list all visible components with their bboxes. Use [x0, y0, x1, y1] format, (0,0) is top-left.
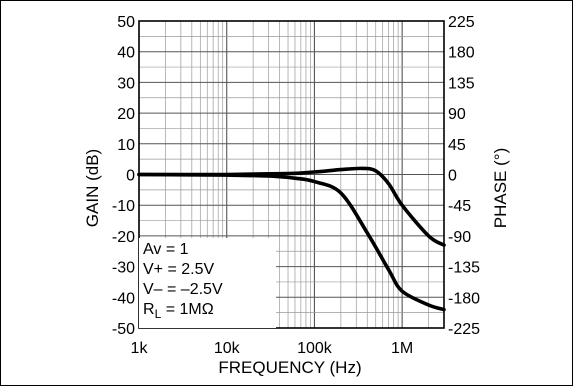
annotation-load: RL = 1MΩ	[143, 301, 214, 321]
y2-tick-label: 0	[448, 168, 457, 185]
x-tick-label: 1k	[131, 340, 149, 357]
y2-tick-label: -135	[448, 260, 480, 277]
annotation-load-r: R	[143, 301, 155, 318]
y2-tick-label: 90	[448, 106, 466, 123]
y-tick-label: 50	[117, 14, 135, 31]
y-tick-label: -50	[112, 321, 135, 338]
annotation-box: Av = 1 V+ = 2.5V V– = –2.5V RL = 1MΩ	[139, 238, 276, 328]
x-axis-title: FREQUENCY (Hz)	[218, 358, 361, 377]
y-axis-title: GAIN (dB)	[83, 149, 102, 227]
x-tick-label: 100k	[297, 340, 333, 357]
y2-tick-label: 225	[448, 14, 475, 31]
annotation-load-value: = 1MΩ	[161, 301, 213, 318]
y-tick-label: 30	[117, 75, 135, 92]
y-tick-label: -30	[112, 260, 135, 277]
y-tick-label: -10	[112, 198, 135, 215]
y2-tick-label: -180	[448, 290, 480, 307]
y-tick-label: 20	[117, 106, 135, 123]
x-tick-label: 10k	[214, 340, 241, 357]
y2-tick-label: -90	[448, 229, 471, 246]
y-tick-label: -20	[112, 229, 135, 246]
series-line-2	[137, 172, 446, 312]
x-tick-label: 1M	[391, 340, 413, 357]
y-tick-label: -40	[112, 290, 135, 307]
y2-tick-label: 135	[448, 75, 475, 92]
y2-tick-label: -45	[448, 198, 471, 215]
annotation-load-subscript: L	[155, 307, 162, 321]
y-tick-label: 0	[126, 168, 135, 185]
y2-tick-label: 45	[448, 137, 466, 154]
annotation-gain: Av = 1	[143, 241, 189, 258]
y2-tick-label: -225	[448, 321, 480, 338]
y-tick-label: 40	[117, 45, 135, 62]
y-tick-label: 10	[117, 137, 135, 154]
annotation-vplus: V+ = 2.5V	[143, 261, 214, 278]
y2-tick-label: 180	[448, 45, 475, 62]
y2-axis-title: PHASE (°)	[491, 148, 510, 228]
tick-labels: 1k 10k 100k 1M 50 40 30 20 10 0 -10 -20 -30 -40 -50 225…	[112, 14, 480, 357]
annotation-vminus: V– = –2.5V	[143, 281, 223, 298]
series-group	[137, 166, 446, 312]
